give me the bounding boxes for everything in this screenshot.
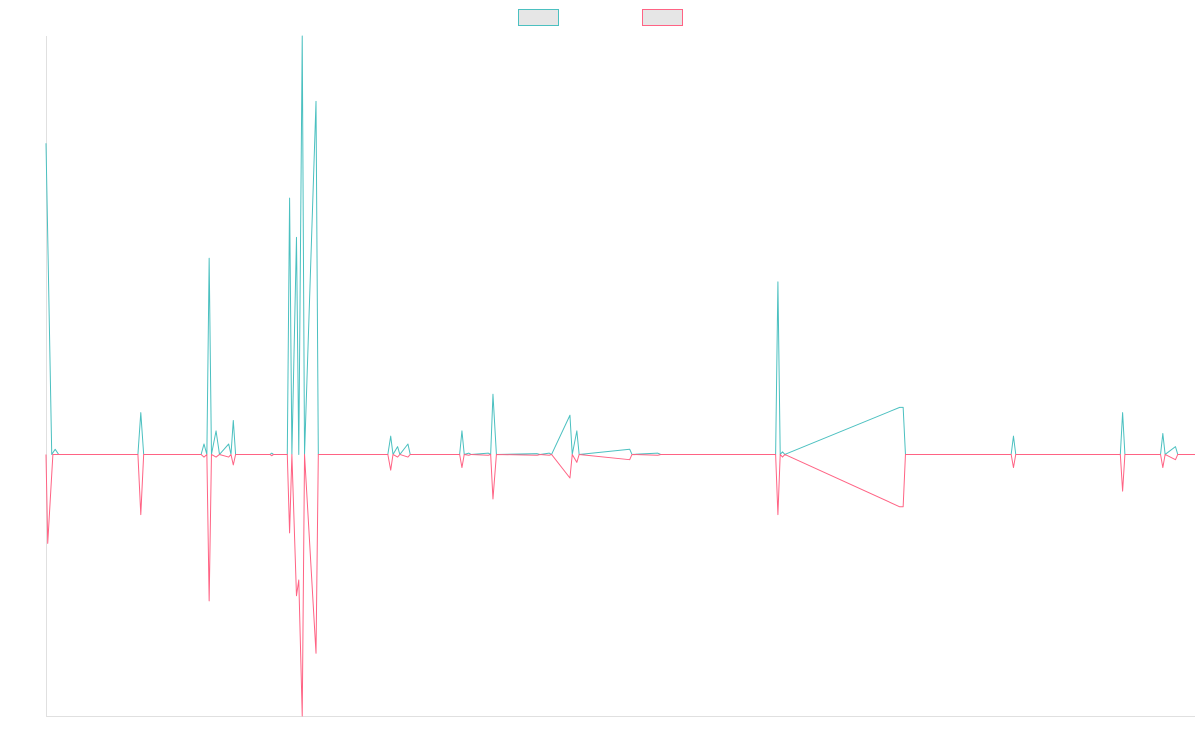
axes [46, 36, 1195, 717]
series-layer [45, 35, 1195, 717]
series-line-2 [45, 453, 1195, 717]
legend-swatch-2[interactable] [642, 9, 683, 26]
series-line-1 [45, 35, 1195, 455]
legend-swatch-1[interactable] [518, 9, 559, 26]
legend[interactable] [518, 9, 683, 26]
